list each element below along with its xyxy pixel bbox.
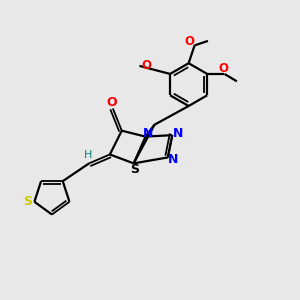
Text: O: O [141,59,151,72]
Text: N: N [168,153,178,166]
Text: O: O [219,62,229,75]
Text: N: N [173,127,183,140]
Text: N: N [143,127,153,140]
Text: S: S [130,164,139,176]
Text: H: H [83,150,92,160]
Text: O: O [184,35,194,48]
Text: O: O [106,96,117,109]
Text: S: S [23,195,32,208]
